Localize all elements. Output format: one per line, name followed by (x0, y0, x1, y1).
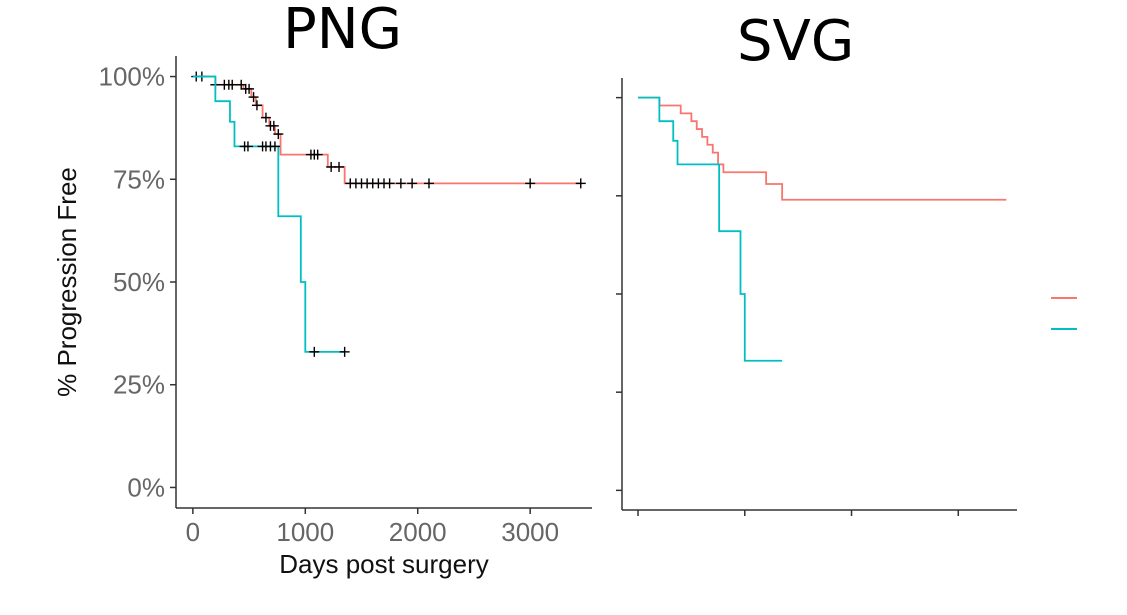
left-ticks: 0% 25% 50% 75% 100% 0 1000 2000 3000 (99, 62, 560, 547)
legend (1051, 297, 1077, 330)
x-tick-label: 2000 (389, 517, 447, 547)
censor-mark (334, 161, 345, 172)
x-tick-label: 0 (186, 517, 200, 547)
censor-mark (423, 178, 434, 189)
panel-title-png: PNG (283, 0, 403, 62)
y-tick-label: 0% (127, 472, 165, 502)
y-tick-label: 100% (99, 62, 166, 92)
right-ticks (616, 96, 960, 516)
y-tick-label: 25% (113, 370, 165, 400)
panel-title-svg: SVG (737, 9, 855, 74)
y-axis-title: % Progression Free (52, 167, 82, 397)
censor-mark (242, 141, 253, 152)
censor-mark (244, 83, 255, 94)
censor-mark (339, 346, 350, 357)
y-tick-label: 75% (113, 164, 165, 194)
censor-mark (384, 178, 395, 189)
censor-mark (407, 178, 418, 189)
censor-mark (269, 141, 280, 152)
censor-mark (575, 178, 586, 189)
series-line-a (192, 75, 581, 185)
left-plot: 0% 25% 50% 75% 100% 0 1000 2000 3000 Days post s… (52, 56, 592, 579)
censor-mark (312, 149, 323, 160)
censor-mark (525, 178, 536, 189)
y-tick-label: 50% (113, 267, 165, 297)
series-line-b (192, 75, 345, 353)
censor-mark (260, 112, 271, 123)
left-series (191, 71, 586, 357)
censor-mark (227, 79, 238, 90)
censor-mark (395, 178, 406, 189)
x-tick-label: 1000 (276, 517, 334, 547)
censor-mark (273, 129, 284, 140)
censor-mark (251, 100, 262, 111)
x-axis-title: Days post surgery (279, 549, 489, 579)
censor-mark (309, 346, 320, 357)
x-tick-label: 3000 (501, 517, 559, 547)
right-plot (616, 78, 1017, 516)
series-line-b (638, 96, 783, 362)
censor-mark (268, 120, 279, 131)
series-line-a (638, 96, 1007, 201)
right-series (638, 96, 1007, 362)
censor-mark (236, 79, 247, 90)
censor-mark (248, 92, 259, 103)
